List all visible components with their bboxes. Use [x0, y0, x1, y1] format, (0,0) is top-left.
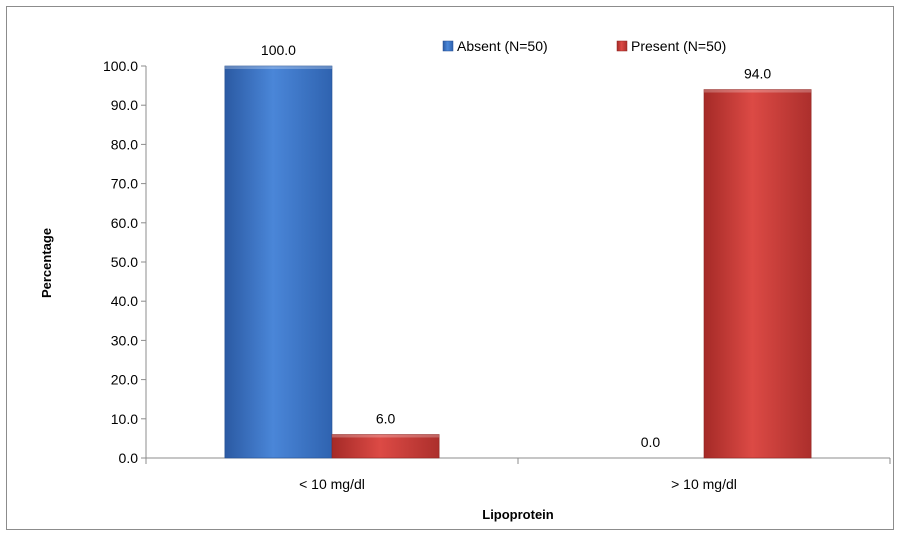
y-tick-label: 80.0	[111, 136, 138, 152]
bar-highlight	[332, 434, 440, 438]
bar-1-1	[703, 89, 812, 459]
legend-item-absent: Absent (N=50)	[442, 38, 548, 54]
y-tick-label: 0.0	[119, 450, 139, 466]
legend-swatch-absent	[442, 40, 454, 52]
chart-frame: 0.0 10.0 20.0 30.0 40.0 50.0 60.0 70.0 80.0 90.0 1…	[6, 6, 894, 530]
bars	[224, 65, 812, 459]
y-axis-title: Percentage	[39, 228, 54, 298]
y-tick-label: 100.0	[103, 58, 138, 74]
bar-highlight	[704, 89, 812, 93]
data-label-1-0: 6.0	[376, 410, 396, 426]
x-axis: < 10 mg/dl > 10 mg/dl	[145, 457, 891, 492]
data-label-0-1: 0.0	[641, 434, 661, 450]
y-tick-label: 60.0	[111, 215, 138, 231]
bar-0-0	[224, 65, 333, 459]
y-tick-label: 30.0	[111, 332, 138, 348]
data-labels: 100.0 6.0 0.0 94.0	[261, 42, 771, 450]
x-tick-label: > 10 mg/dl	[671, 476, 737, 492]
x-tick-label: < 10 mg/dl	[299, 476, 365, 492]
data-label-0-0: 100.0	[261, 42, 296, 58]
y-tick-label: 20.0	[111, 372, 138, 388]
y-tick-label: 10.0	[111, 411, 138, 427]
x-axis-title: Lipoprotein	[482, 507, 554, 522]
bar-1-0	[331, 434, 440, 459]
legend-swatch-present	[616, 40, 628, 52]
y-tick-label: 40.0	[111, 293, 138, 309]
bar-chart: 0.0 10.0 20.0 30.0 40.0 50.0 60.0 70.0 80.0 90.0 1…	[39, 38, 891, 522]
bar-highlight	[224, 66, 332, 69]
legend: Absent (N=50) Present (N=50)	[442, 38, 726, 54]
y-axis: 0.0 10.0 20.0 30.0 40.0 50.0 60.0 70.0 80.0 90.0 1…	[103, 58, 147, 466]
y-tick-label: 90.0	[111, 97, 138, 113]
legend-label-absent: Absent (N=50)	[457, 38, 548, 54]
y-tick-label: 50.0	[111, 254, 138, 270]
data-label-1-1: 94.0	[744, 66, 771, 82]
y-tick-label: 70.0	[111, 176, 138, 192]
legend-label-present: Present (N=50)	[631, 38, 726, 54]
legend-item-present: Present (N=50)	[616, 38, 726, 54]
